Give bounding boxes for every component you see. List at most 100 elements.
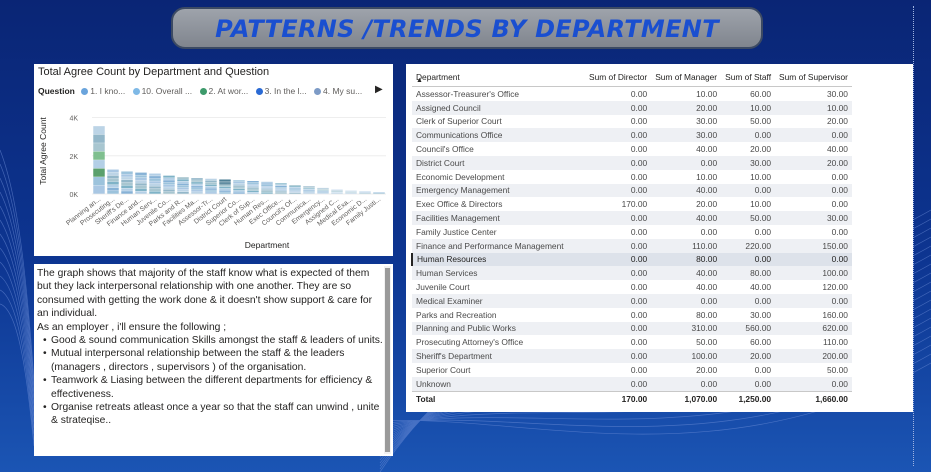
table-row[interactable]: Superior Court 0.00 20.00 0.00 50.00 xyxy=(412,363,852,377)
table-row[interactable]: Medical Examiner 0.00 0.00 0.00 0.00 xyxy=(412,293,852,308)
bar-segment xyxy=(135,177,147,181)
cell-value: 0.00 xyxy=(630,364,648,375)
table-row[interactable]: Facilities Management 0.00 40.00 50.00 30.00 xyxy=(412,211,852,225)
column-header[interactable]: Sum of Supervisor xyxy=(775,68,852,87)
bar-segment xyxy=(135,185,147,189)
table-row[interactable]: Assigned Council 0.00 20.00 10.00 10.00 xyxy=(412,100,852,115)
cell-value: 10.00 xyxy=(750,171,772,182)
column-header[interactable]: Department xyxy=(412,68,585,87)
table-row[interactable]: Council's Office 0.00 40.00 20.00 40.00 xyxy=(412,142,852,156)
table-row[interactable]: Juvenile Court 0.00 40.00 40.00 120.00 xyxy=(412,280,852,294)
cell-department: Emergency Management xyxy=(412,183,585,198)
table-row[interactable]: Economic Development 0.00 10.00 10.00 0.00 xyxy=(412,170,852,184)
table-row[interactable]: Sheriff's Department 0.00 100.00 20.00 200.0… xyxy=(412,349,852,363)
bar-segment xyxy=(191,190,203,192)
cell-value: 80.00 xyxy=(696,309,718,320)
cell-value: 100.00 xyxy=(775,266,852,281)
sort-ascending-icon[interactable]: ▲ xyxy=(416,77,423,84)
table-row[interactable]: Prosecuting Attorney's Office 0.00 50.00 60… xyxy=(412,335,852,349)
cell-value: 0.00 xyxy=(585,266,652,281)
bar-segment xyxy=(261,186,273,188)
cell-value: 40.00 xyxy=(826,144,848,155)
cell-department: Unknown xyxy=(412,376,585,392)
bar-segment xyxy=(107,178,119,182)
legend-item[interactable]: 10. Overall ... xyxy=(132,86,192,96)
bar-segment xyxy=(303,192,315,193)
table-row[interactable]: Unknown 0.00 0.00 0.00 0.00 xyxy=(412,376,852,392)
bar-segment xyxy=(205,182,217,185)
insights-bullet: Organise retreats atleast once a year so… xyxy=(43,401,383,428)
cell-value: 60.00 xyxy=(750,337,772,348)
table-row[interactable]: District Court 0.00 0.00 30.00 20.00 xyxy=(412,155,852,170)
wave-line xyxy=(0,149,35,381)
department-table: Department Sum of Director Sum of Manager S… xyxy=(411,68,852,407)
column-header[interactable]: Sum of Director xyxy=(585,68,652,87)
wave-line xyxy=(0,177,35,393)
table-row[interactable]: Human Resources 0.00 80.00 0.00 0.00 xyxy=(411,252,852,267)
table-row[interactable]: Planning and Public Works 0.00 310.00 560.0… xyxy=(412,321,852,336)
legend-item[interactable]: 1. I kno... xyxy=(81,86,125,96)
legend-item[interactable]: 3. In the l... xyxy=(255,86,307,96)
cell-value: 0.00 xyxy=(831,226,848,237)
bar-segment xyxy=(191,186,203,188)
table-row[interactable]: Assessor-Treasurer's Office 0.00 10.00 60.0… xyxy=(412,87,852,101)
cell-value: 0.00 xyxy=(585,321,652,336)
cell-value: 0.00 xyxy=(630,144,648,155)
wave-line xyxy=(0,303,35,447)
cell-value: 30.00 xyxy=(750,309,772,320)
bar-segment xyxy=(135,188,147,192)
table-row[interactable]: Communications Office 0.00 30.00 0.00 0.00 xyxy=(412,128,852,143)
bar-segment xyxy=(149,191,161,194)
column-header[interactable]: Sum of Manager xyxy=(651,68,722,87)
table-header-row: Department Sum of Director Sum of Manager S… xyxy=(412,68,852,87)
cell-value: 80.00 xyxy=(721,266,776,281)
bar-segment xyxy=(121,179,133,183)
bar-segment xyxy=(205,178,217,181)
cell-department: Juvenile Court xyxy=(416,282,470,293)
bar-segment xyxy=(261,190,273,193)
cell-value: 0.00 xyxy=(721,183,776,198)
cell-department: Clerk of Superior Court xyxy=(416,116,502,127)
legend-item[interactable]: 4. My su... xyxy=(314,86,362,96)
cell-department: Facilities Management xyxy=(412,211,585,225)
cell-value: 30.00 xyxy=(721,155,776,170)
bar-segment xyxy=(205,192,217,194)
bar-segment xyxy=(247,184,259,186)
bar-chart-visual[interactable]: 0K 2K 4K Total Agree Count Planning an... Pro… xyxy=(34,64,393,256)
cell-department: Medical Examiner xyxy=(412,293,585,308)
bar-segment xyxy=(177,177,189,179)
legend-item[interactable]: 2. At wor... xyxy=(199,86,248,96)
table-row[interactable]: Exec Office & Directors 170.00 20.00 10.00 0… xyxy=(412,197,852,211)
column-header[interactable]: Sum of Staff xyxy=(721,68,776,87)
bar-segment xyxy=(149,183,161,187)
cell-value: 30.00 xyxy=(826,88,848,99)
bar-segment xyxy=(205,184,217,187)
table-row[interactable]: Emergency Management 0.00 40.00 0.00 0.00 xyxy=(412,183,852,198)
legend-next-arrow-icon[interactable]: ▶ xyxy=(375,84,383,95)
bar-segment xyxy=(247,190,259,193)
bar-segment xyxy=(303,188,315,189)
table-row[interactable]: Finance and Performance Management 0.00 11… xyxy=(412,238,852,253)
cell-department: Council's Office xyxy=(416,144,474,155)
x-axis-title: Department xyxy=(245,240,290,250)
cell-value: 0.00 xyxy=(721,376,776,392)
cell-department: Prosecuting Attorney's Office xyxy=(416,337,524,348)
table-row[interactable]: Family Justice Center 0.00 0.00 0.00 0.00 xyxy=(412,225,852,239)
bar-segment xyxy=(121,191,133,194)
cell-value: 20.00 xyxy=(696,364,718,375)
table-row[interactable]: Human Services 0.00 40.00 80.00 100.00 xyxy=(412,266,852,281)
bar-segment xyxy=(177,187,189,190)
bar-segment xyxy=(93,185,105,194)
bar-segment xyxy=(121,182,133,186)
table-row[interactable]: Clerk of Superior Court 0.00 30.00 50.00 20.… xyxy=(412,115,852,129)
bar-segment xyxy=(205,180,217,183)
cell-value: 160.00 xyxy=(822,309,848,320)
table-row[interactable]: Parks and Recreation 0.00 80.00 30.00 160.00 xyxy=(412,308,852,322)
cell-value: 310.00 xyxy=(651,321,722,336)
department-table-visual[interactable]: Department Sum of Director Sum of Manager S… xyxy=(406,64,913,412)
scrollbar-thumb[interactable] xyxy=(385,268,390,452)
bar-segment xyxy=(163,189,175,192)
bar-segment xyxy=(233,181,245,184)
bar-segment xyxy=(149,186,161,189)
bar-segment xyxy=(163,175,175,178)
